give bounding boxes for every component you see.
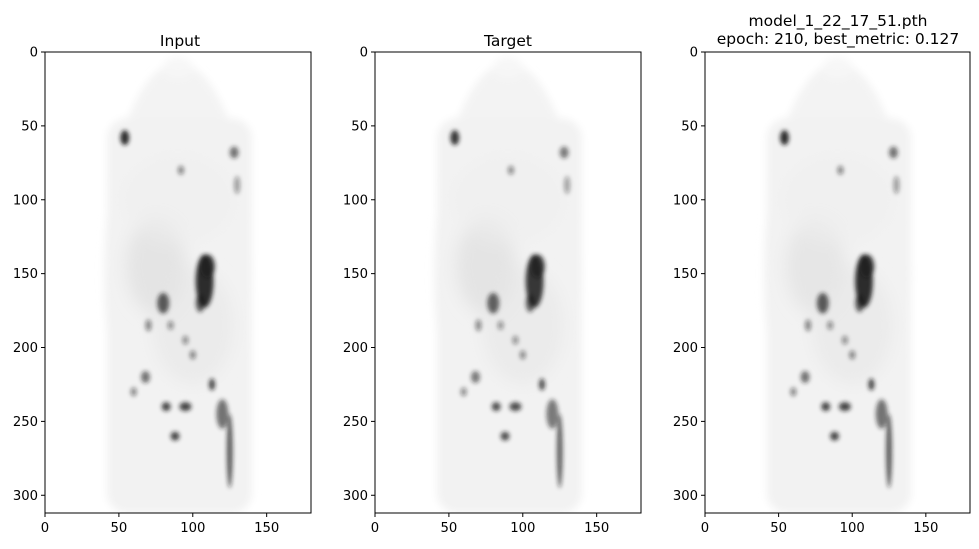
x-tick-label: 100 [180, 521, 205, 536]
y-tick-label: 0 [30, 46, 38, 61]
y-tick-label: 100 [673, 193, 698, 208]
panel-title: Target [358, 32, 658, 50]
x-tick-label: 100 [840, 521, 865, 536]
x-tick-label: 150 [913, 521, 938, 536]
y-tick-label: 100 [13, 193, 38, 208]
y-tick-label: 250 [673, 415, 698, 430]
x-tick-label: 50 [770, 521, 787, 536]
panel-target: Target [0, 0, 532, 549]
y-tick-label: 150 [673, 267, 698, 282]
axes-frame [44, 51, 312, 514]
y-tick-label: 200 [13, 341, 38, 356]
scan-image [705, 52, 970, 513]
y-tick-label: 200 [673, 341, 698, 356]
y-tick-label: 50 [351, 119, 368, 134]
y-tick-label: 150 [13, 267, 38, 282]
axes-frame [704, 51, 971, 514]
y-tick-label: 300 [673, 489, 698, 504]
y-tick-label: 250 [13, 415, 38, 430]
x-tick-label: 0 [41, 521, 49, 536]
image-axes: 0 50 100 150 0 50 100 150 200 250 300 [13, 46, 312, 536]
panel-title-line: epoch: 210, best_metric: 0.127 [716, 30, 960, 48]
panel-title-line: Input [159, 32, 201, 50]
y-tick-label: 300 [13, 489, 38, 504]
y-tick-label: 100 [343, 193, 368, 208]
x-tick-label: 100 [510, 521, 535, 536]
scan-image [375, 52, 641, 513]
image-axes: 0 50 100 150 0 50 100 150 200 250 300 [673, 46, 971, 536]
image-axes: 0 50 100 150 0 50 100 150 200 250 300 [343, 46, 642, 536]
scan-image [45, 52, 311, 513]
x-tick-label: 50 [440, 521, 457, 536]
y-tick-label: 300 [343, 489, 368, 504]
panel-title: Input [30, 32, 330, 50]
panel-title-line: model_1_22_17_51.pth [748, 12, 928, 30]
x-tick-label: 50 [110, 521, 127, 536]
x-tick-label: 0 [701, 521, 709, 536]
y-tick-label: 0 [690, 46, 698, 61]
x-tick-label: 0 [371, 521, 379, 536]
x-tick-label: 150 [584, 521, 609, 536]
y-tick-label: 50 [681, 119, 698, 134]
y-tick-label: 250 [343, 415, 368, 430]
panel-title-line: Target [484, 32, 532, 50]
panel-input: Input [0, 0, 300, 549]
x-tick-label: 150 [254, 521, 279, 536]
y-tick-label: 0 [360, 46, 368, 61]
y-tick-label: 200 [343, 341, 368, 356]
axes-frame [374, 51, 642, 514]
y-tick-label: 50 [21, 119, 38, 134]
panel-title: model_1_22_17_51.pth epoch: 210, best_me… [688, 12, 979, 48]
y-tick-label: 150 [343, 267, 368, 282]
